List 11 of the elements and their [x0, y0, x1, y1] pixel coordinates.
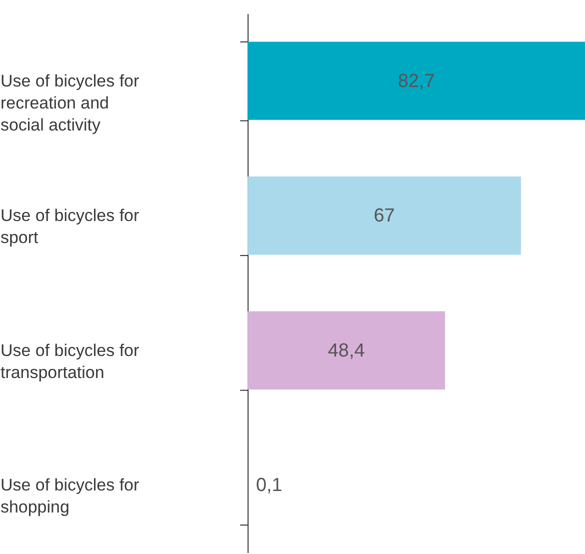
bar — [248, 176, 521, 255]
y-tick-label: Use of bicycles for sport — [0, 206, 140, 248]
y-tick-label: Use of bicycles for shopping — [0, 476, 140, 517]
data-label: 48,4 — [328, 340, 365, 362]
bar — [248, 42, 585, 120]
data-label: 82,7 — [398, 70, 435, 92]
y-tick-label: Use of bicycles for recreation and social activity — [0, 71, 140, 134]
bar — [248, 311, 446, 390]
data-label: 0,1 — [256, 475, 282, 496]
data-label: 67 — [374, 206, 395, 227]
y-tick-label: Use of bicycles for transportation — [0, 340, 140, 382]
